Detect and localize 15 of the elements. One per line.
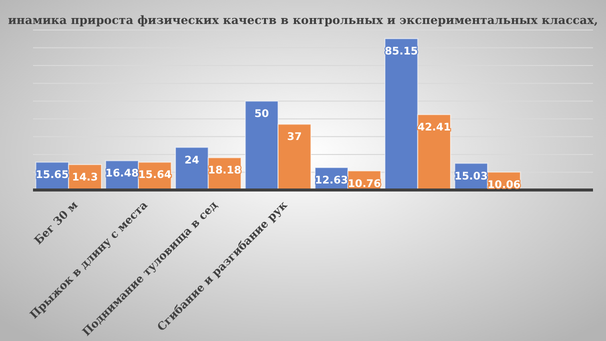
data-label: 37 (287, 131, 302, 144)
data-label: 10.76 (348, 178, 381, 190)
data-label: 14.3 (72, 172, 98, 184)
data-label: 24 (184, 154, 200, 166)
data-label: 10.06 (487, 179, 521, 192)
data-label: 50 (254, 108, 269, 120)
data-label: 42.41 (418, 122, 451, 134)
data-label: 12.63 (314, 174, 348, 187)
data-label: 85.15 (384, 46, 418, 58)
data-label: 15.64 (138, 169, 172, 182)
chart-title: инамика прироста физических качеств в контрольных и экспериментальных классах, (8, 13, 598, 27)
data-label: 15.03 (454, 170, 488, 182)
data-label: 18.18 (208, 164, 242, 177)
data-label: 16.48 (105, 168, 139, 180)
data-label: 15.65 (36, 169, 69, 182)
